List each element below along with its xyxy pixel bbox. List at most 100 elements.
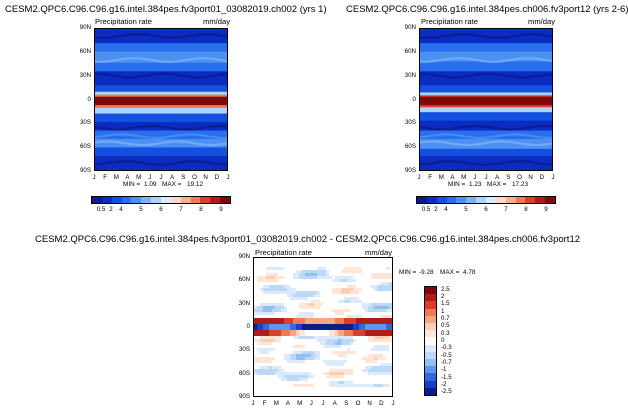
diff-cell bbox=[323, 348, 327, 352]
diff-cell bbox=[299, 309, 303, 313]
diff-cell bbox=[290, 348, 294, 352]
diff-cell bbox=[338, 327, 342, 331]
diff-cell bbox=[302, 276, 306, 280]
diff-cell bbox=[293, 342, 297, 346]
diff-cell bbox=[287, 330, 291, 334]
diff-cell bbox=[347, 327, 351, 331]
diff-cell bbox=[320, 375, 324, 379]
diff-cell bbox=[344, 312, 348, 316]
diff-cell bbox=[389, 351, 392, 355]
diff-cell bbox=[275, 309, 279, 313]
diff-cell bbox=[326, 378, 330, 382]
diff-cell bbox=[275, 360, 279, 364]
colorbar-swatch bbox=[425, 308, 436, 316]
diff-cell bbox=[284, 393, 288, 396]
diff-cell bbox=[356, 375, 360, 379]
diff-cell bbox=[380, 369, 384, 373]
diff-cell bbox=[293, 330, 297, 334]
diff-cell bbox=[275, 315, 279, 319]
diff-cell bbox=[383, 366, 387, 370]
diff-cell bbox=[272, 348, 276, 352]
diff-cell bbox=[383, 369, 387, 373]
diff-cell bbox=[338, 306, 342, 310]
diff-cell bbox=[335, 339, 339, 343]
diff-cell bbox=[347, 354, 351, 358]
diff-cell bbox=[260, 291, 264, 295]
diff-cell bbox=[290, 276, 294, 280]
diff-cell bbox=[314, 357, 318, 361]
diff-cell bbox=[311, 333, 315, 337]
diff-cell bbox=[326, 309, 330, 313]
diff-cell bbox=[278, 294, 282, 298]
diff-cell bbox=[380, 387, 384, 391]
diff-cell bbox=[389, 339, 392, 343]
diff-cell bbox=[377, 336, 381, 340]
diff-cell bbox=[284, 303, 288, 307]
diff-cell bbox=[269, 372, 273, 376]
diff-cell bbox=[347, 363, 351, 367]
diff-cell bbox=[263, 369, 267, 373]
diff-cell bbox=[302, 354, 306, 358]
diff-cell bbox=[275, 294, 279, 298]
diff-cell bbox=[362, 306, 366, 310]
diff-cell bbox=[365, 333, 369, 337]
diff-cell bbox=[293, 276, 297, 280]
diff-cell bbox=[329, 363, 333, 367]
diff-cell bbox=[386, 336, 390, 340]
diff-cell bbox=[386, 294, 390, 298]
diff-cell bbox=[266, 345, 270, 349]
diff-cell bbox=[323, 300, 327, 304]
diff-cell bbox=[380, 348, 384, 352]
diff-cell bbox=[257, 270, 261, 274]
diff-cell bbox=[371, 318, 375, 322]
diff-cell bbox=[314, 273, 318, 277]
diff-cell bbox=[320, 279, 324, 283]
diff-cell bbox=[374, 303, 378, 307]
diff-cell bbox=[338, 294, 342, 298]
diff-cell bbox=[305, 342, 309, 346]
diff-cell bbox=[335, 312, 339, 316]
diff-cell bbox=[317, 261, 321, 265]
diff-cell bbox=[257, 261, 261, 265]
diff-cell bbox=[290, 360, 294, 364]
diff-cell bbox=[272, 357, 276, 361]
diff-cell bbox=[302, 378, 306, 382]
diff-cell bbox=[380, 390, 384, 394]
diff-cell bbox=[338, 264, 342, 268]
diff-cell bbox=[389, 387, 392, 391]
diff-cell bbox=[380, 279, 384, 283]
diff-cell bbox=[320, 387, 324, 391]
diff-cell bbox=[299, 306, 303, 310]
diff-cell bbox=[293, 351, 297, 355]
diff-cell bbox=[272, 312, 276, 316]
diff-cell bbox=[377, 279, 381, 283]
diff-cell bbox=[353, 288, 357, 292]
diff-cell bbox=[344, 294, 348, 298]
diff-cell bbox=[302, 339, 306, 343]
heatmap-wave bbox=[95, 133, 227, 140]
diff-cell bbox=[254, 270, 258, 274]
diff-cell bbox=[299, 297, 303, 301]
diff-cell bbox=[386, 369, 390, 373]
diff-cell bbox=[266, 336, 270, 340]
diff-cell bbox=[308, 378, 312, 382]
diff-cell bbox=[347, 276, 351, 280]
diff-cell bbox=[320, 357, 324, 361]
diff-cell bbox=[335, 267, 339, 271]
diff-cell bbox=[329, 315, 333, 319]
diff-cell bbox=[254, 363, 258, 367]
colorbar-swatch bbox=[151, 197, 162, 203]
diff-cell bbox=[338, 276, 342, 280]
diff-cell bbox=[254, 273, 258, 277]
diff-cell bbox=[257, 351, 261, 355]
diff-cell bbox=[362, 315, 366, 319]
diff-cell bbox=[335, 348, 339, 352]
diff-cell bbox=[284, 342, 288, 346]
diff-cell bbox=[326, 285, 330, 289]
diff-cell bbox=[374, 279, 378, 283]
diff-cell bbox=[296, 351, 300, 355]
diff-cell bbox=[338, 267, 342, 271]
diff-cell bbox=[323, 339, 327, 343]
diff-cell bbox=[347, 291, 351, 295]
diff-cell bbox=[293, 345, 297, 349]
